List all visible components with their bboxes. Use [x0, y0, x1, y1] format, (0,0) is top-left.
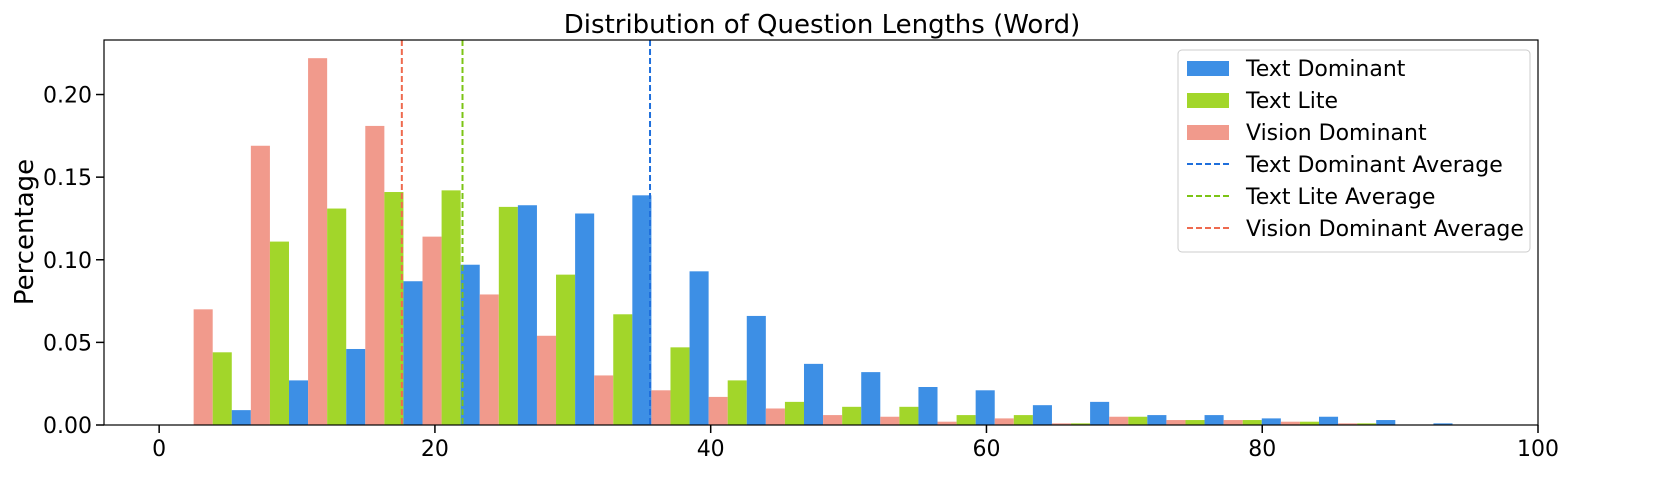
legend-label-text-dominant: Text Dominant — [1245, 57, 1406, 82]
bar-vision-dominant-9 — [708, 396, 728, 425]
bar-text-lite-9 — [727, 380, 747, 425]
y-tick-label-3: 0.15 — [43, 166, 92, 191]
average-lines-layer — [400, 40, 652, 425]
axes-ticks-layer: 0 20 40 60 80 100 0.00 0.05 0.10 0.15 0.20 — [43, 84, 1559, 462]
bar-vision-dominant-17 — [1166, 420, 1186, 425]
bar-text-dominant-11 — [861, 372, 881, 425]
bar-vision-dominant-20 — [1338, 423, 1358, 425]
plot-frame — [103, 39, 1539, 426]
bar-vision-dominant-12 — [880, 416, 900, 425]
bar-vision-dominant-1 — [250, 145, 270, 425]
bar-vision-dominant-10 — [765, 408, 785, 425]
y-tick-label-2: 0.10 — [43, 249, 92, 274]
bar-text-dominant-10 — [803, 363, 824, 425]
bar-vision-dominant-2 — [308, 58, 328, 426]
bar-text-lite-0 — [212, 352, 232, 425]
bar-text-lite-7 — [613, 314, 633, 425]
x-tick-label-100: 100 — [1517, 437, 1559, 462]
bar-text-lite-19 — [1299, 421, 1319, 425]
bar-text-dominant-6 — [575, 213, 595, 425]
x-tick-label-60: 60 — [972, 437, 1000, 462]
bar-text-dominant-5 — [517, 205, 537, 425]
bar-text-dominant-15 — [1090, 401, 1110, 425]
legend-swatch-vision-dominant — [1187, 125, 1229, 140]
legend-swatch-text-dominant — [1187, 61, 1229, 76]
bar-text-lite-14 — [1013, 415, 1033, 425]
legend-swatch-text-lite — [1187, 93, 1229, 108]
bar-text-dominant-4 — [460, 264, 480, 425]
bar-text-lite-5 — [498, 206, 518, 425]
bar-vision-dominant-13 — [937, 421, 957, 425]
chart-title: Distribution of Question Lengths (Word) — [564, 10, 1080, 40]
bar-text-dominant-21 — [1433, 423, 1453, 425]
bar-text-dominant-16 — [1147, 415, 1167, 425]
bar-vision-dominant-16 — [1109, 416, 1129, 425]
bar-text-lite-18 — [1242, 420, 1262, 425]
bar-vision-dominant-3 — [365, 125, 385, 426]
bar-text-lite-12 — [899, 406, 919, 425]
bar-text-lite-15 — [1071, 423, 1091, 425]
bar-text-dominant-1 — [289, 380, 309, 425]
bar-vision-dominant-15 — [1051, 423, 1072, 425]
x-tick-label-20: 20 — [421, 437, 449, 462]
bar-text-lite-3 — [384, 192, 404, 425]
bar-text-lite-2 — [327, 208, 347, 425]
bar-vision-dominant-7 — [594, 375, 614, 425]
x-tick-label-0: 0 — [152, 437, 166, 462]
legend-box — [1177, 49, 1531, 253]
bar-text-lite-1 — [269, 241, 289, 425]
legend: Text Dominant Text Lite Vision Dominant Tex… — [1177, 49, 1531, 253]
bar-text-dominant-7 — [632, 195, 652, 425]
bar-text-lite-10 — [784, 401, 804, 425]
bar-vision-dominant-18 — [1223, 420, 1243, 425]
bar-text-dominant-14 — [1032, 405, 1052, 425]
bar-text-lite-20 — [1357, 423, 1377, 425]
y-tick-label-0: 0.00 — [43, 414, 92, 439]
legend-label-text-lite: Text Lite — [1245, 89, 1338, 114]
bar-text-dominant-2 — [346, 348, 366, 425]
bar-text-dominant-0 — [231, 410, 251, 425]
legend-label-text-dominant-average: Text Dominant Average — [1245, 153, 1503, 178]
bar-text-dominant-8 — [689, 271, 709, 425]
bar-vision-dominant-5 — [479, 294, 499, 425]
bar-text-dominant-9 — [746, 315, 766, 425]
bar-text-dominant-17 — [1204, 415, 1224, 425]
y-axis-label: Percentage — [10, 159, 40, 305]
bar-text-dominant-19 — [1318, 416, 1339, 425]
bar-vision-dominant-0 — [193, 309, 213, 425]
bar-vision-dominant-19 — [1280, 421, 1300, 425]
bar-text-lite-6 — [556, 274, 576, 425]
bar-vision-dominant-11 — [823, 415, 843, 425]
bar-text-dominant-3 — [403, 281, 423, 425]
bars-layer — [193, 58, 1453, 426]
legend-label-vision-dominant: Vision Dominant — [1246, 121, 1427, 146]
x-tick-label-80: 80 — [1248, 437, 1276, 462]
bar-text-lite-16 — [1128, 416, 1148, 425]
bar-text-lite-13 — [956, 415, 976, 425]
bar-text-lite-4 — [441, 190, 461, 425]
bar-text-lite-11 — [842, 406, 862, 425]
bar-text-lite-17 — [1185, 420, 1205, 425]
bar-vision-dominant-4 — [422, 236, 442, 425]
y-tick-label-4: 0.20 — [43, 84, 92, 109]
legend-label-vision-dominant-average: Vision Dominant Average — [1246, 217, 1524, 242]
y-tick-label-1: 0.05 — [43, 331, 92, 356]
bar-vision-dominant-8 — [651, 390, 671, 425]
bar-vision-dominant-6 — [536, 335, 557, 425]
bar-text-dominant-20 — [1376, 420, 1396, 425]
bar-vision-dominant-14 — [994, 418, 1014, 425]
bar-text-dominant-13 — [975, 390, 995, 425]
x-tick-label-40: 40 — [697, 437, 725, 462]
bar-text-dominant-18 — [1261, 418, 1281, 425]
bar-text-lite-8 — [670, 347, 690, 425]
legend-label-text-lite-average: Text Lite Average — [1245, 185, 1435, 210]
bar-text-dominant-12 — [918, 387, 938, 425]
